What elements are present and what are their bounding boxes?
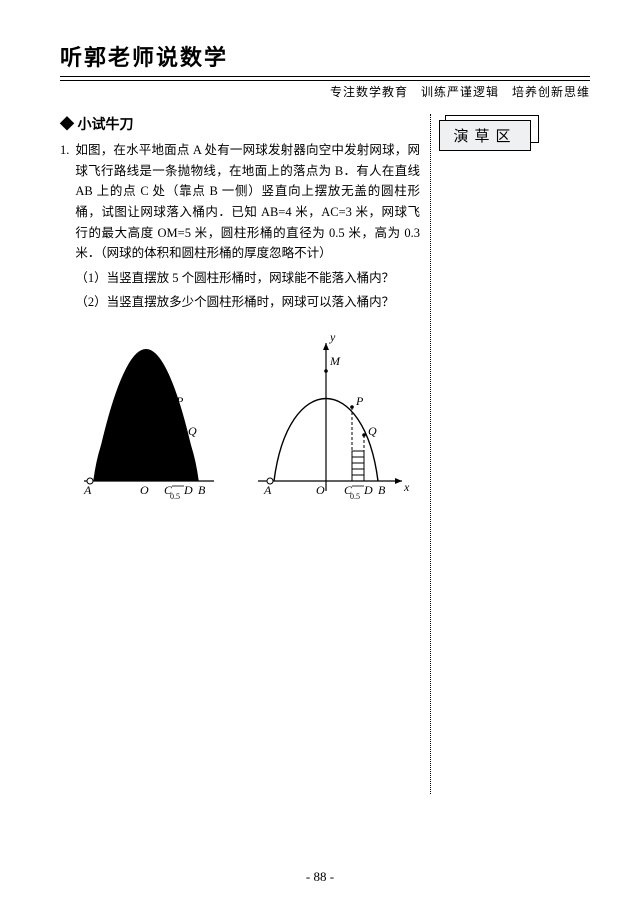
- label-B-right: B: [378, 483, 386, 497]
- problem-1: 1. 如图，在水平地面点 A 处有一网球发射器向空中发射网球，网球飞行路线是一条…: [60, 140, 420, 313]
- label-P-right: P: [355, 394, 364, 408]
- header-rule: [60, 76, 590, 81]
- header-slogan: 专注数学教育 训练严谨逻辑 培养创新思维: [60, 83, 590, 100]
- problem-number: 1.: [60, 140, 69, 313]
- label-x-right: x: [403, 480, 410, 494]
- figure-right: y M P Q A O C D B x 0.5: [244, 331, 414, 501]
- label-O-right: O: [316, 483, 325, 497]
- label-B-left: B: [198, 483, 206, 497]
- sub-question-2: （2）当竖直摆放多少个圆柱形桶时，网球可以落入桶内？: [75, 292, 420, 313]
- label-A-left: A: [83, 483, 92, 497]
- section-heading: 小试牛刀: [60, 114, 420, 134]
- label-y-right: y: [329, 331, 336, 344]
- main-column: 小试牛刀 1. 如图，在水平地面点 A 处有一网球发射器向空中发射网球，网球飞行…: [60, 114, 420, 794]
- figures-row: M P Q A O C D B 0.5: [60, 331, 420, 501]
- label-D-left: D: [183, 483, 193, 497]
- page-title: 听郭老师说数学: [60, 40, 590, 72]
- scratch-label: 演草区: [439, 120, 531, 151]
- label-A-right: A: [263, 483, 272, 497]
- problem-body: 如图，在水平地面点 A 处有一网球发射器向空中发射网球，网球飞行路线是一条抛物线…: [75, 140, 420, 313]
- problem-text: 如图，在水平地面点 A 处有一网球发射器向空中发射网球，网球飞行路线是一条抛物线…: [75, 143, 420, 260]
- label-O-left: O: [140, 483, 149, 497]
- scratch-area-box: 演草区: [439, 120, 549, 151]
- label-half-right: 0.5: [350, 492, 360, 501]
- label-M-right: M: [329, 354, 341, 368]
- label-P-left: P: [175, 394, 184, 408]
- side-column: 演草区: [430, 114, 549, 794]
- label-Q-left: Q: [188, 424, 197, 438]
- figure-left: M P Q A O C D B 0.5: [66, 331, 226, 501]
- label-D-right: D: [363, 483, 373, 497]
- label-half-left: 0.5: [170, 492, 180, 501]
- sub-question-1: （1）当竖直摆放 5 个圆柱形桶时，网球能不能落入桶内？: [75, 268, 420, 289]
- label-M-left: M: [139, 354, 151, 368]
- page-number: - 88 -: [0, 869, 640, 885]
- label-Q-right: Q: [368, 424, 377, 438]
